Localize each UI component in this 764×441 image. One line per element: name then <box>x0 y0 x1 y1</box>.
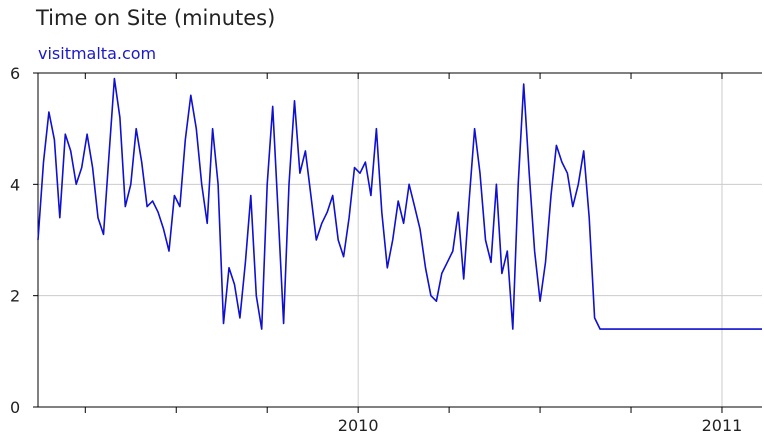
chart-title: Time on Site (minutes) <box>36 6 276 30</box>
y-tick-label: 6 <box>10 64 20 83</box>
y-tick-label: 0 <box>10 398 20 417</box>
y-tick-label: 2 <box>10 287 20 306</box>
plot-area <box>38 73 762 407</box>
x-tick-label: 2011 <box>702 416 743 435</box>
series-line <box>37 77 762 330</box>
x-tick-label: 2010 <box>338 416 379 435</box>
y-tick-label: 4 <box>10 175 20 194</box>
chart-subtitle[interactable]: visitmalta.com <box>38 44 157 63</box>
